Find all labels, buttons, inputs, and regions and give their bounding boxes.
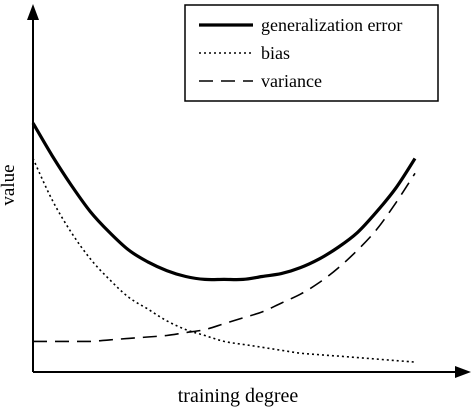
legend-label-variance: variance bbox=[261, 71, 322, 91]
legend: generalization error bias variance bbox=[184, 4, 439, 102]
y-axis-label: value bbox=[0, 164, 19, 205]
legend-label-generalization-error: generalization error bbox=[261, 15, 402, 35]
axes bbox=[27, 4, 471, 378]
x-axis-arrow bbox=[455, 366, 471, 378]
series-line-bias bbox=[32, 158, 416, 363]
legend-label-bias: bias bbox=[261, 43, 290, 63]
series-line-variance bbox=[33, 172, 416, 343]
y-axis-arrow bbox=[27, 4, 39, 20]
series-line-generalization-error bbox=[31, 122, 417, 282]
legend-box bbox=[184, 4, 439, 102]
x-axis-label: training degree bbox=[178, 385, 299, 407]
series-layer bbox=[31, 122, 417, 363]
